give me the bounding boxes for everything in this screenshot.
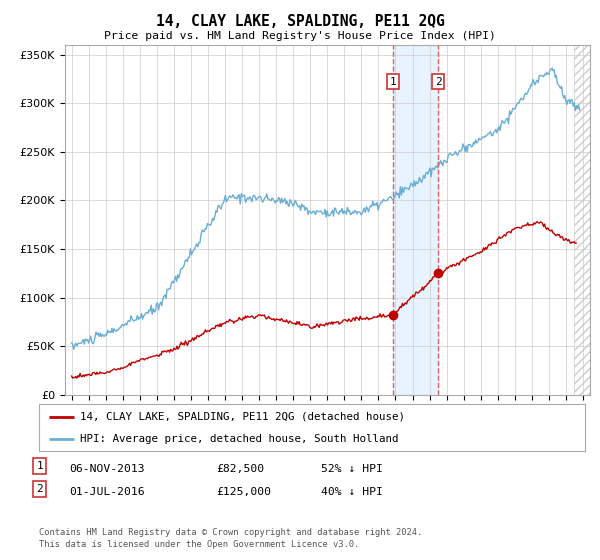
- Text: Contains HM Land Registry data © Crown copyright and database right 2024.
This d: Contains HM Land Registry data © Crown c…: [39, 528, 422, 549]
- Text: £125,000: £125,000: [216, 487, 271, 497]
- Text: 14, CLAY LAKE, SPALDING, PE11 2QG (detached house): 14, CLAY LAKE, SPALDING, PE11 2QG (detac…: [80, 412, 405, 422]
- Text: 40% ↓ HPI: 40% ↓ HPI: [321, 487, 383, 497]
- Text: 1: 1: [36, 461, 43, 471]
- Text: 52% ↓ HPI: 52% ↓ HPI: [321, 464, 383, 474]
- Text: £82,500: £82,500: [216, 464, 264, 474]
- Text: HPI: Average price, detached house, South Holland: HPI: Average price, detached house, Sout…: [80, 434, 398, 444]
- Bar: [574, 45, 590, 395]
- Text: 2: 2: [435, 77, 442, 87]
- Text: 14, CLAY LAKE, SPALDING, PE11 2QG: 14, CLAY LAKE, SPALDING, PE11 2QG: [155, 14, 445, 29]
- Text: 1: 1: [389, 77, 396, 87]
- Text: 2: 2: [36, 484, 43, 494]
- Text: 01-JUL-2016: 01-JUL-2016: [69, 487, 145, 497]
- Bar: [393, 45, 438, 395]
- Text: Price paid vs. HM Land Registry's House Price Index (HPI): Price paid vs. HM Land Registry's House …: [104, 31, 496, 41]
- Text: 06-NOV-2013: 06-NOV-2013: [69, 464, 145, 474]
